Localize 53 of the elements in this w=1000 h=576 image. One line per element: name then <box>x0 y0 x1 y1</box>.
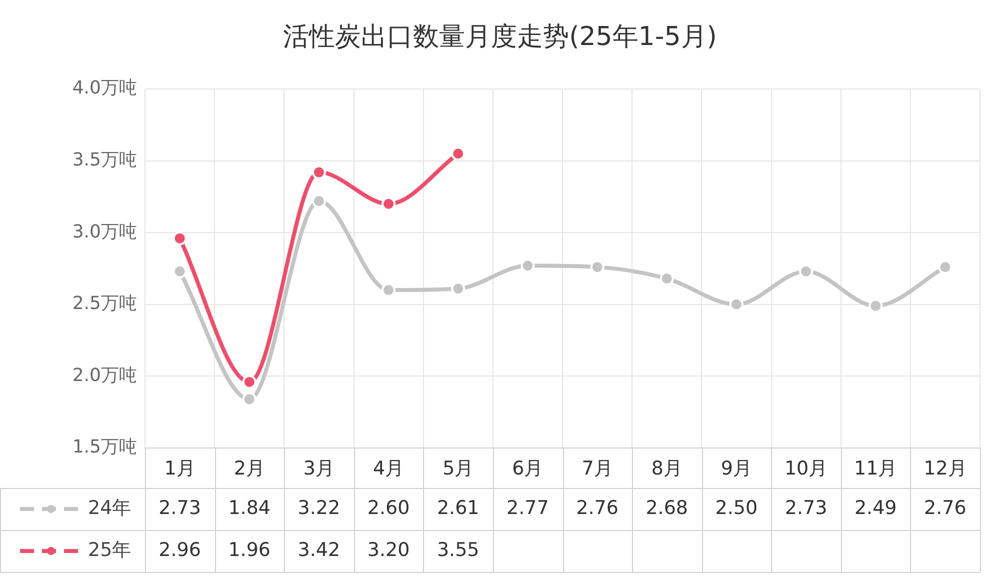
data-label: 3.55 <box>436 538 480 561</box>
data-label: 3.42 <box>298 538 340 561</box>
y-tick-label: 4.0万吨 <box>72 78 137 99</box>
point <box>242 392 256 406</box>
data-label: 2.68 <box>646 496 688 519</box>
x-tick-label: 3月 <box>303 457 335 480</box>
x-tick-label: 9月 <box>720 457 752 480</box>
data-label: 3.22 <box>298 496 340 519</box>
data-label: 2.61 <box>436 496 480 519</box>
y-tick-label: 3.5万吨 <box>72 149 137 170</box>
data-label: 1.96 <box>228 538 271 561</box>
point <box>799 264 814 278</box>
point <box>312 165 326 180</box>
y-tick-label: 2.5万吨 <box>72 293 137 314</box>
data-label: 2.50 <box>715 496 758 519</box>
x-tick-label: 8月 <box>651 457 682 480</box>
x-tick-label: 1月 <box>164 457 196 480</box>
point <box>242 374 256 389</box>
x-tick-label: 7月 <box>582 457 613 480</box>
x-tick-label: 4月 <box>372 457 404 480</box>
y-tick-label: 3.0万吨 <box>72 221 137 242</box>
point <box>520 258 535 273</box>
point <box>729 297 744 312</box>
point <box>868 298 883 313</box>
data-label: 2.77 <box>506 496 549 519</box>
point <box>382 196 396 211</box>
point <box>590 260 604 274</box>
data-label: 2.49 <box>854 496 897 519</box>
legend-label: 25年 <box>88 538 132 561</box>
point <box>451 282 466 296</box>
x-tick-label: 5月 <box>442 457 474 480</box>
x-tick-label: 11月 <box>854 457 898 480</box>
y-tick-label: 1.5万吨 <box>72 436 137 458</box>
data-label: 2.60 <box>367 496 410 519</box>
data-label: 1.84 <box>228 496 271 519</box>
data-label: 3.20 <box>367 538 410 561</box>
data-label: 2.96 <box>158 538 201 561</box>
point <box>172 231 187 246</box>
data-label: 2.73 <box>158 496 201 519</box>
data-label: 2.76 <box>924 496 966 519</box>
legend-label: 24年 <box>88 496 132 519</box>
x-tick-label: 10月 <box>784 457 828 480</box>
point <box>172 264 187 278</box>
x-tick-label: 12月 <box>924 457 967 480</box>
y-tick-label: 2.0万吨 <box>72 364 137 386</box>
data-label: 2.76 <box>576 496 618 519</box>
x-tick-label: 2月 <box>234 457 265 480</box>
point <box>451 146 466 161</box>
chart-title: 活性炭出口数量月度走势(25年1-5月) <box>283 22 717 52</box>
data-label: 2.73 <box>784 496 828 519</box>
point <box>938 260 952 274</box>
point <box>312 194 326 208</box>
x-tick-label: 6月 <box>512 457 544 480</box>
